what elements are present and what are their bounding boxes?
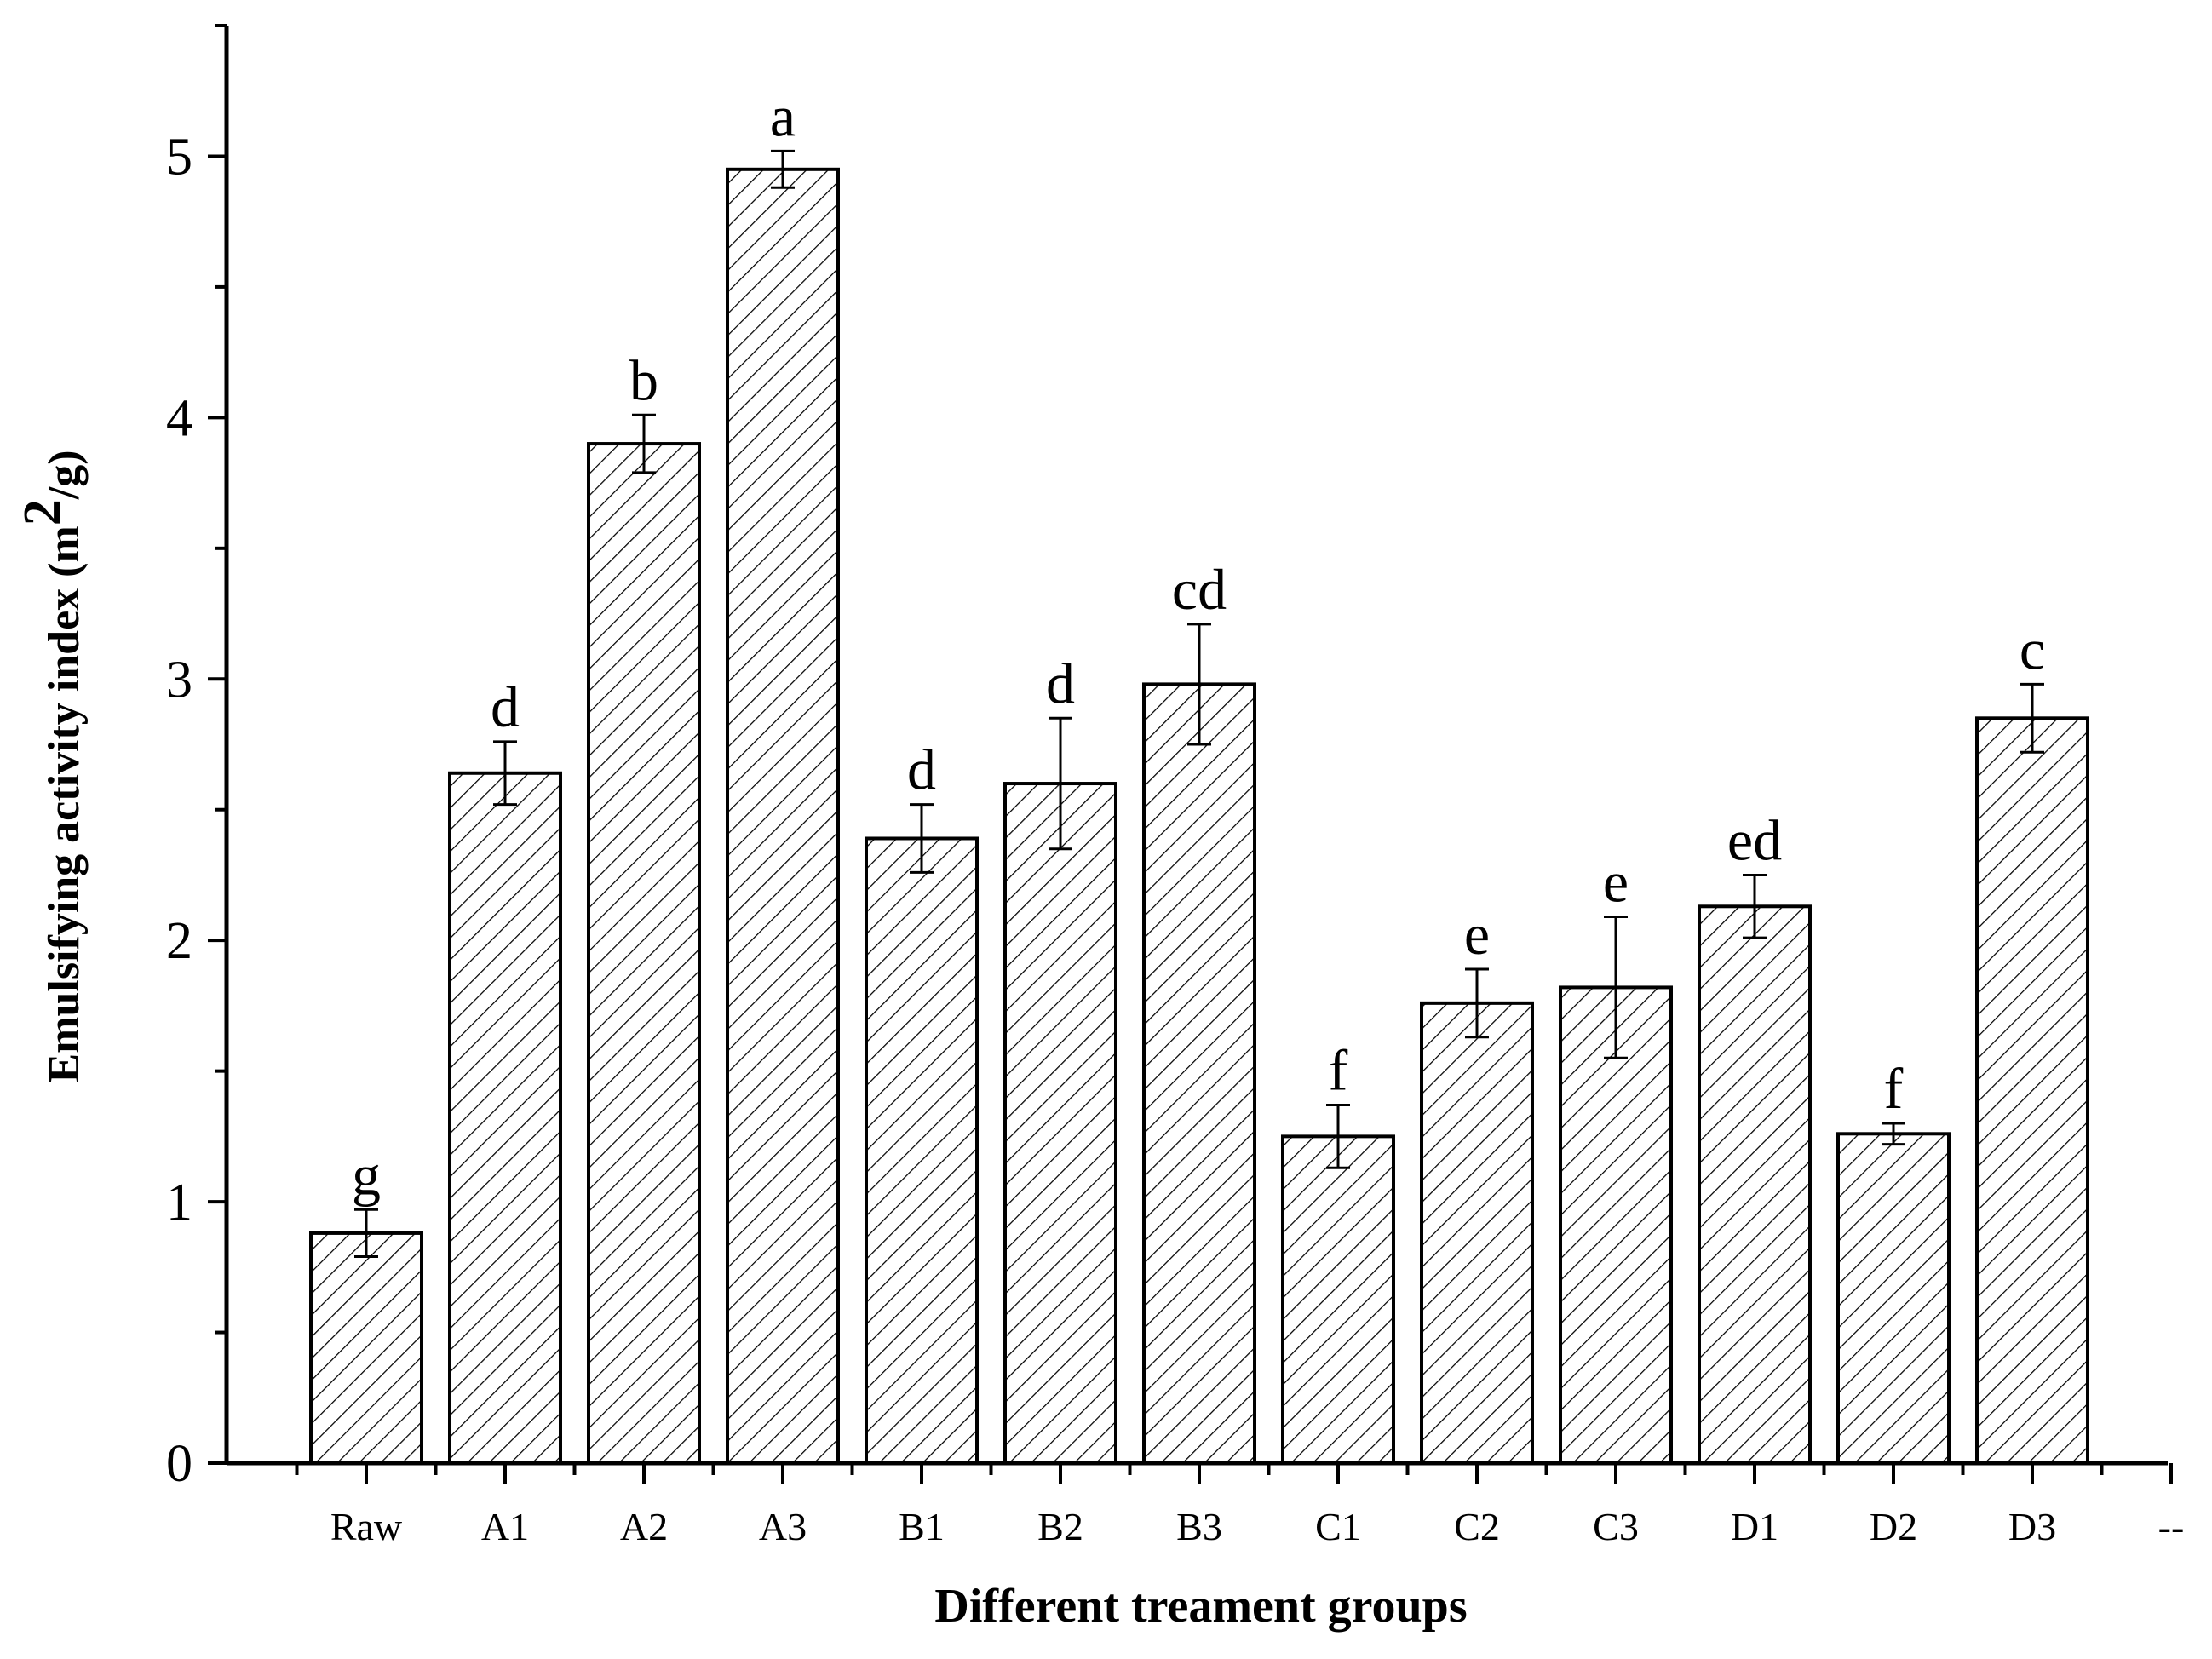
x-tick-label: C2 [1454,1505,1500,1548]
bar-D1 [1698,904,1812,1466]
x-axis-title: Different treament groups [934,1580,1467,1633]
x-tick-label: Raw [330,1505,403,1548]
bars-layer [309,167,2089,1466]
significance-label-A2: b [629,347,658,412]
significance-labels-layer: g d b a d d cd f e e ed f c [352,83,2045,1207]
y-axis-title-suffix: /g) [40,450,89,500]
significance-label-A1: d [491,675,520,739]
x-tick-label: B3 [1176,1505,1222,1548]
bar-C1 [1281,1134,1395,1465]
bar-A2 [587,442,701,1465]
significance-label-Raw: g [352,1142,381,1207]
significance-label-A3: a [770,83,796,148]
bar-D3 [1975,716,2089,1465]
y-tick-label: 3 [166,651,192,709]
significance-label-B2: d [1046,651,1075,715]
x-tick-label: D2 [1870,1505,1917,1548]
bar-A3 [726,167,840,1465]
bar-C2 [1420,1001,1534,1465]
significance-label-D3: c [2020,617,2045,681]
y-tick-label: 2 [166,912,192,970]
x-tick-label: A3 [759,1505,807,1548]
axis-labels-layer: Different treament groups Emulsifying ac… [14,450,1468,1633]
bar-D2 [1836,1132,1951,1465]
x-tick-label: D1 [1731,1505,1778,1548]
y-tick-label: 1 [166,1174,192,1231]
significance-label-D2: f [1884,1056,1904,1121]
x-tick-label: -- [2158,1505,2185,1548]
bar-C3 [1559,985,1673,1465]
error-bars-layer [354,149,2044,1259]
significance-label-B1: d [907,738,936,802]
x-tick-label: B1 [899,1505,945,1548]
x-tick-label: C3 [1593,1505,1639,1548]
y-axis-title-superscript: 2 [14,499,72,525]
bar-A1 [448,771,562,1465]
y-axis-title-main: Emulsifying activity index (m [40,525,89,1082]
bar-B1 [865,836,979,1465]
x-tick-label: A2 [620,1505,668,1548]
axes-layer: 0 1 2 3 4 5 Raw A1 A2 A3 B1 B2 B3 C1 C2 C3 D1 D2 D3 -- [166,24,2185,1548]
x-tick-label: C1 [1315,1505,1361,1548]
bar-Raw [309,1231,423,1466]
x-tick-label: B2 [1037,1505,1083,1548]
bar-B2 [1003,782,1117,1465]
significance-label-B3: cd [1172,557,1227,622]
x-tick-label: A1 [481,1505,529,1548]
significance-label-C1: f [1329,1038,1348,1103]
y-tick-label: 0 [166,1435,192,1493]
significance-label-C3: e [1603,850,1629,915]
y-axis-title: Emulsifying activity index (m2/g) [14,450,89,1082]
significance-label-C2: e [1464,902,1490,967]
y-tick-label: 4 [166,389,192,447]
bar-B3 [1142,682,1256,1465]
x-tick-label: D3 [2008,1505,2056,1548]
significance-label-D1: ed [1727,807,1782,872]
y-tick-label: 5 [166,128,192,186]
